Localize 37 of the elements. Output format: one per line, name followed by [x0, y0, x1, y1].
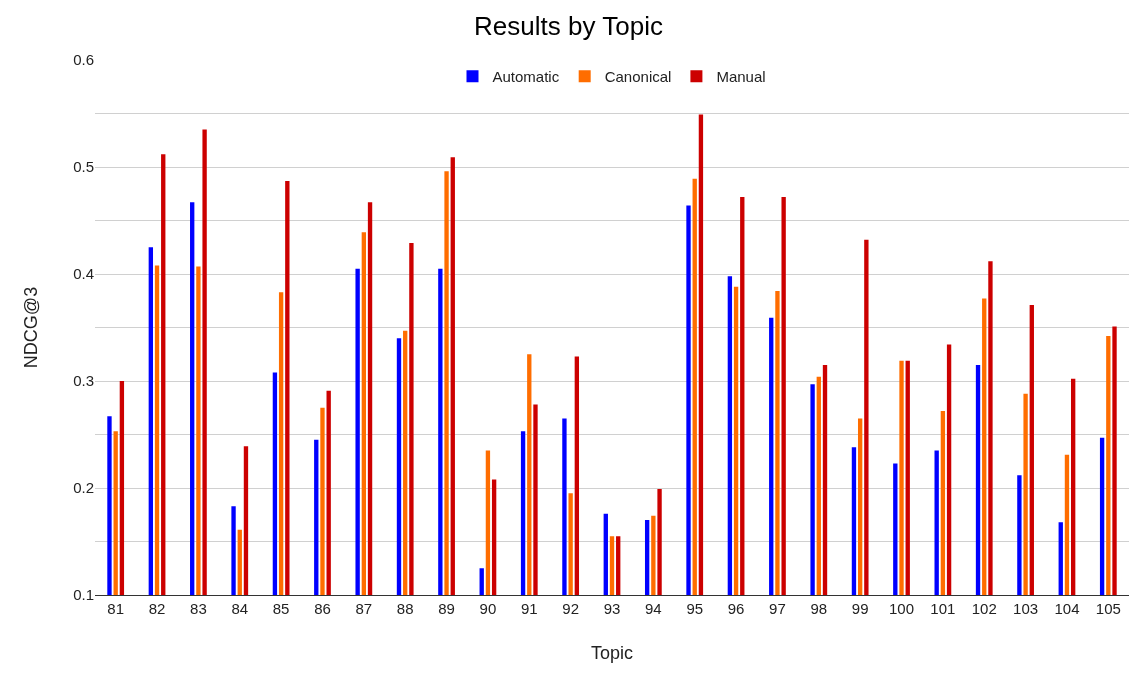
- x-tick-label: 102: [971, 600, 997, 617]
- x-tick-label: 98: [810, 600, 828, 617]
- x-tick-label: 83: [190, 600, 207, 617]
- x-tick-label: 93: [603, 600, 621, 617]
- y-tick-label: 0.5: [73, 158, 94, 176]
- x-tick-label: 105: [1095, 600, 1121, 617]
- x-tick-label: 88: [396, 600, 414, 617]
- x-tick-label: 96: [727, 600, 745, 617]
- x-tick-label: 100: [889, 600, 915, 617]
- x-tick-label: 97: [769, 600, 786, 617]
- x-tick-label: 90: [479, 600, 497, 617]
- y-tick-label: 0.6: [73, 51, 94, 69]
- x-tick-label: 94: [645, 600, 662, 617]
- x-tick-label: 103: [1013, 600, 1039, 617]
- y-tick-label: 0.4: [73, 265, 94, 283]
- y-tick-label: 0.2: [73, 479, 94, 497]
- x-tick-label: 85: [272, 600, 290, 617]
- y-tick-label: 0.3: [73, 372, 94, 390]
- x-tick-label: 101: [930, 600, 956, 617]
- chart-title: Results by Topic: [474, 11, 663, 42]
- x-tick-label: 81: [107, 600, 125, 617]
- y-axis-title: NDCG@3: [21, 286, 42, 369]
- legend-label: Manual: [716, 68, 766, 86]
- legend-label: Canonical: [604, 68, 672, 86]
- x-tick-label: 91: [520, 600, 538, 617]
- x-tick-label: 86: [314, 600, 331, 617]
- x-tick-label: 87: [355, 600, 373, 617]
- legend-label: Automatic: [492, 68, 560, 86]
- x-tick-label: 84: [231, 600, 249, 617]
- x-tick-label: 95: [686, 600, 704, 617]
- x-tick-label: 104: [1054, 600, 1080, 617]
- y-tick-label: 0.1: [73, 586, 94, 604]
- x-tick-label: 99: [851, 600, 869, 617]
- x-tick-label: 92: [562, 600, 579, 617]
- x-axis-title: Topic: [590, 643, 634, 664]
- x-tick-label: 82: [148, 600, 166, 617]
- x-tick-label: 89: [438, 600, 455, 617]
